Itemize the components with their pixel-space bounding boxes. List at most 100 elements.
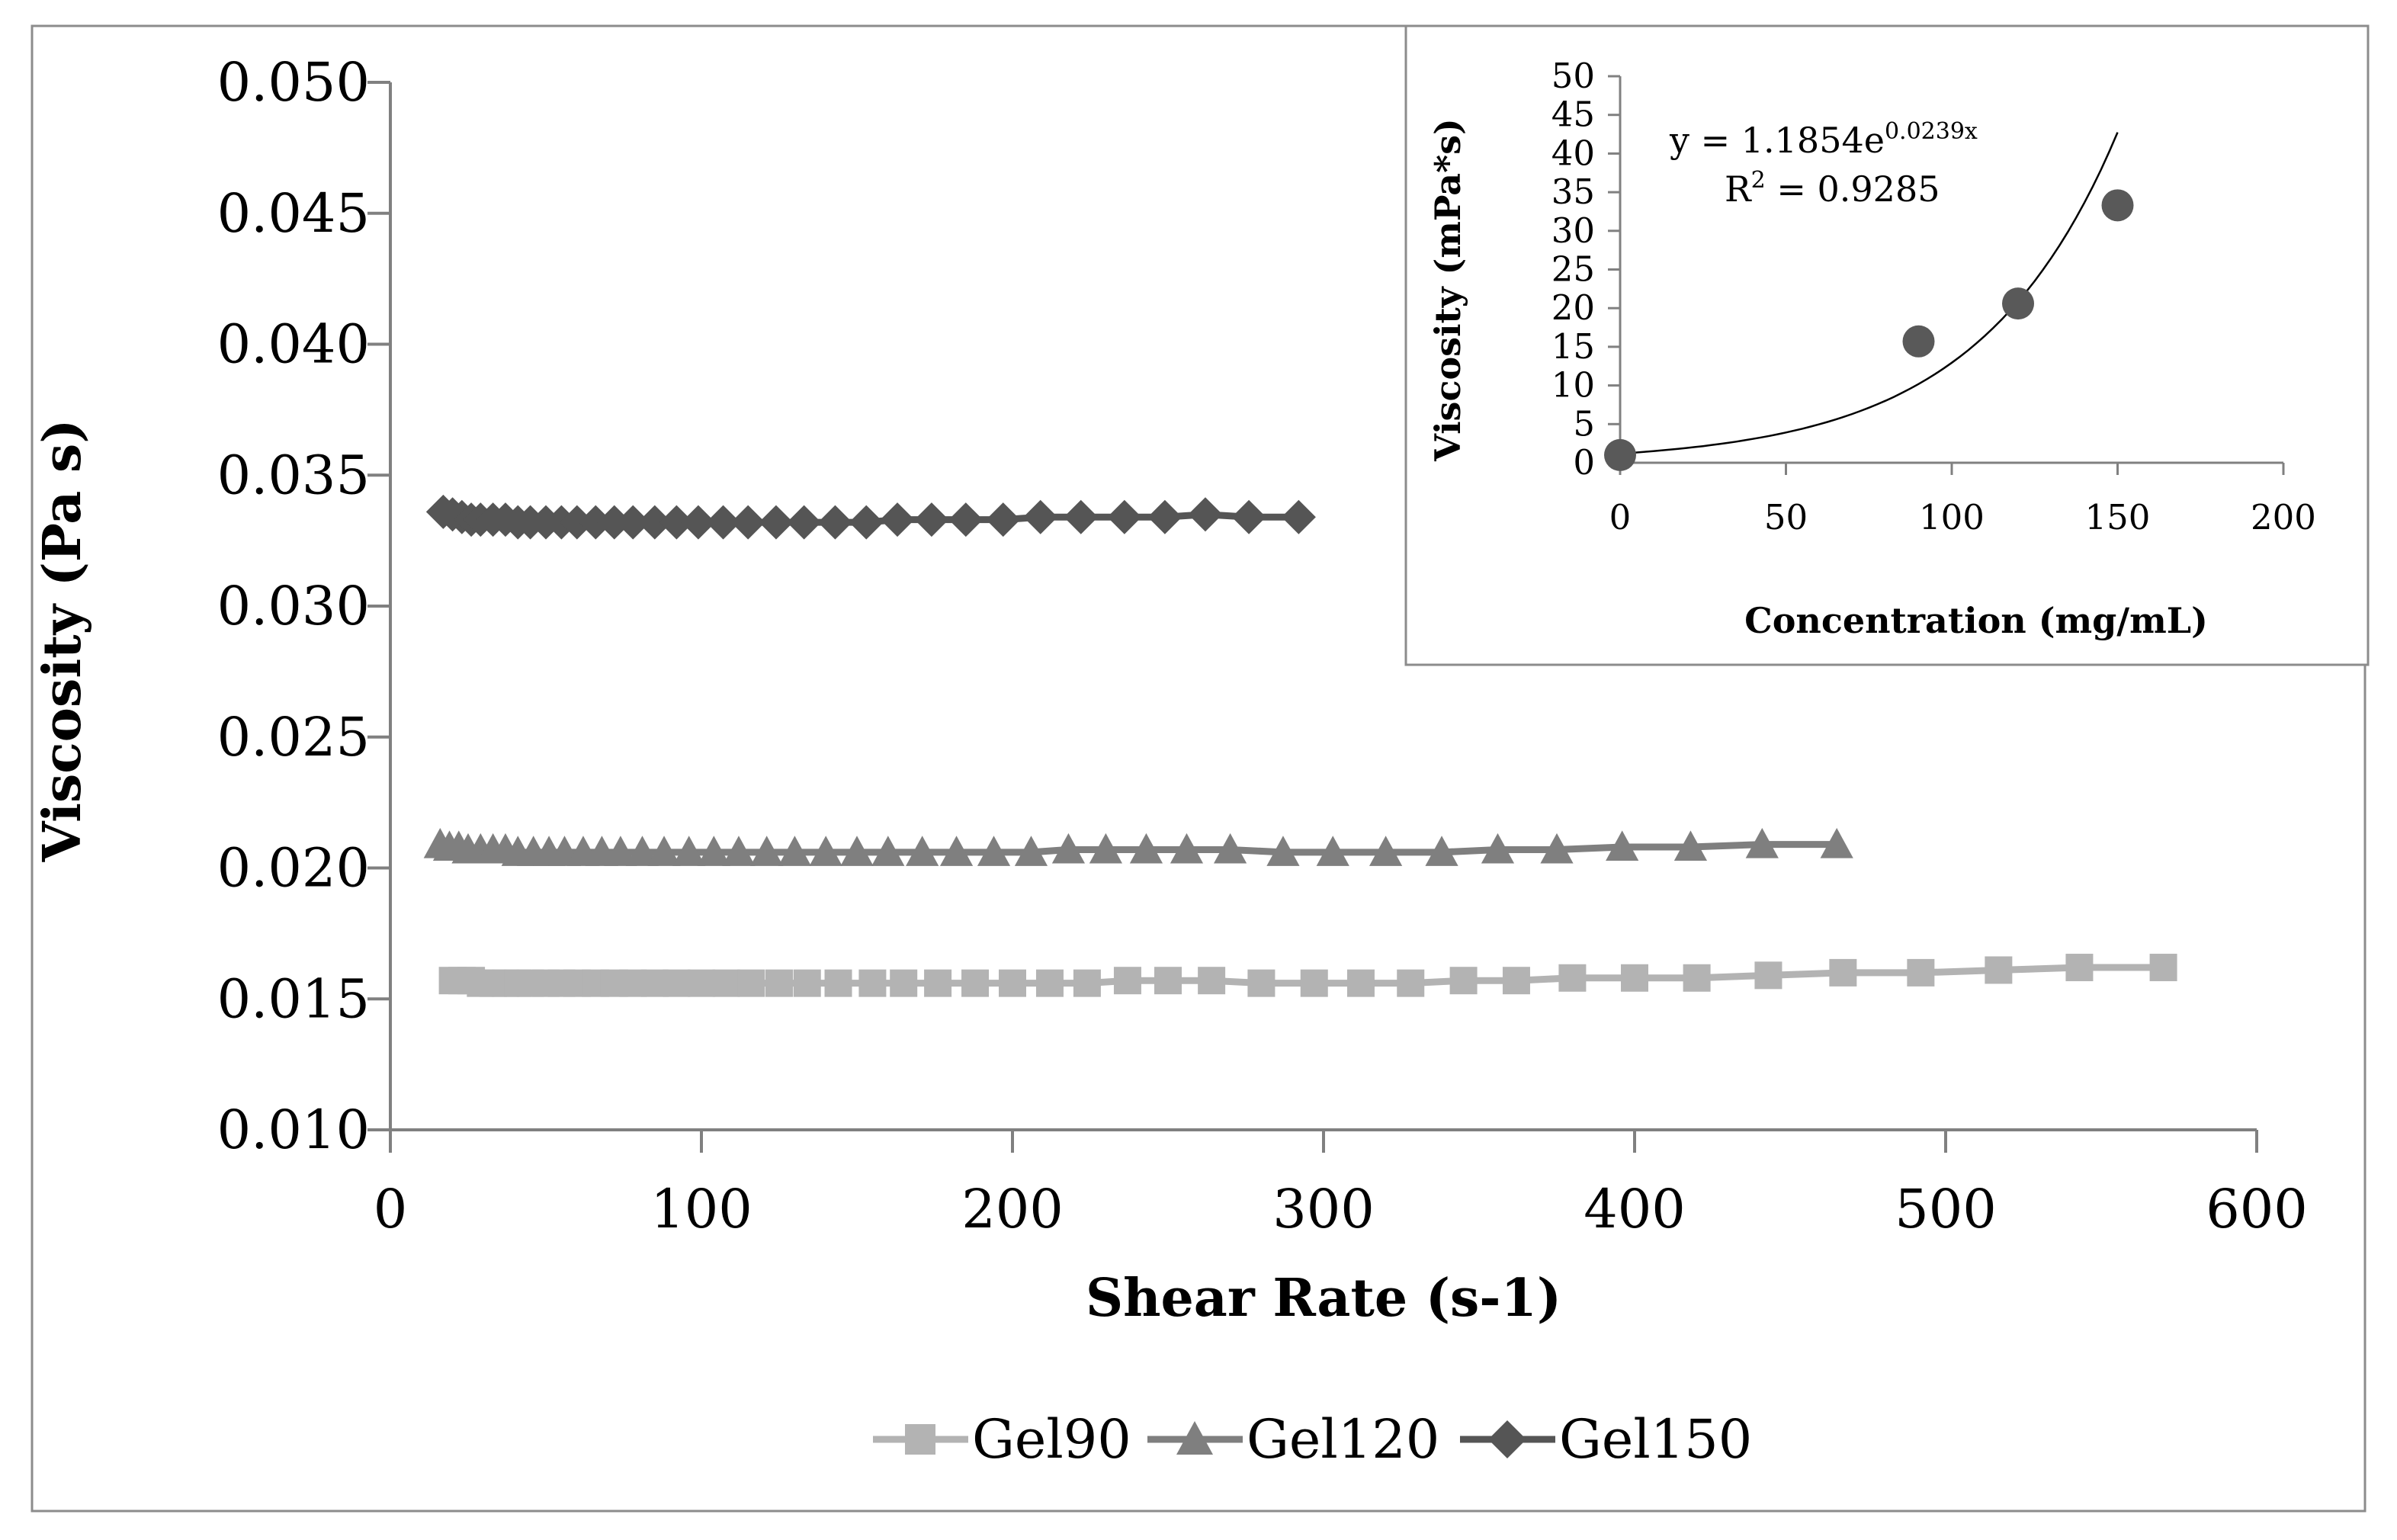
data-point — [1425, 836, 1458, 866]
inset-y-tick-label: 35 — [1551, 172, 1595, 212]
legend-marker — [1488, 1420, 1526, 1458]
inset-y-tick-label: 45 — [1551, 95, 1595, 135]
data-point — [1129, 833, 1163, 864]
data-point — [914, 502, 949, 537]
data-point — [1621, 964, 1648, 992]
inset-y-tick-label: 0 — [1573, 442, 1595, 483]
data-point — [1754, 961, 1783, 990]
inset-x-tick-label: 50 — [1764, 497, 1808, 537]
inset-y-tick-label: 30 — [1551, 210, 1595, 251]
inset-x-axis-label: Concentration (mg/mL) — [1744, 600, 2208, 641]
data-point — [1481, 833, 1515, 864]
data-point — [906, 836, 939, 866]
data-point — [759, 505, 794, 540]
legend-label: Gel150 — [1559, 1408, 1752, 1471]
data-point — [1107, 499, 1142, 534]
main-y-tick-label: 0.045 — [217, 182, 370, 245]
main-x-tick-label: 500 — [1895, 1178, 1997, 1240]
data-point — [1745, 827, 1779, 858]
data-point — [1316, 836, 1349, 866]
main-y-tick-label: 0.040 — [217, 313, 370, 376]
data-point — [1147, 499, 1182, 534]
legend-item-gel120: Gel120 — [1147, 1408, 1439, 1471]
data-point — [765, 969, 793, 997]
data-point — [578, 505, 613, 540]
main-y-axis-label: Viscosity (Pa s) — [32, 419, 93, 863]
main-x-tick-label: 300 — [1272, 1178, 1375, 1240]
main-y-tick-label: 0.015 — [217, 967, 370, 1030]
data-point — [1300, 969, 1328, 997]
data-point — [1154, 967, 1182, 995]
data-point — [1089, 833, 1122, 864]
data-point — [1266, 836, 1300, 866]
series-gel90 — [438, 954, 2177, 997]
data-point — [625, 836, 659, 866]
data-point — [560, 505, 595, 540]
data-point — [730, 505, 765, 540]
inset-equation: y = 1.1854e0.0239x — [1669, 118, 1978, 161]
data-point — [890, 969, 918, 997]
data-point — [840, 836, 874, 866]
data-point — [871, 836, 905, 866]
legend-item-gel150: Gel150 — [1460, 1408, 1752, 1471]
data-point — [787, 505, 822, 540]
data-point — [1606, 830, 1639, 861]
data-point — [977, 836, 1011, 866]
data-point — [706, 505, 741, 540]
inset-x-tick-label: 100 — [1919, 497, 1985, 537]
inset-y-tick-label: 10 — [1551, 365, 1595, 406]
data-point — [1023, 499, 1058, 534]
legend-marker — [1176, 1421, 1213, 1455]
data-point — [597, 505, 632, 540]
inset-trendline — [1619, 132, 2119, 455]
legend-label: Gel120 — [1247, 1408, 1439, 1471]
main-y-tick-label: 0.030 — [217, 575, 370, 637]
inset-x-tick-label: 0 — [1609, 497, 1632, 537]
inset-data-point — [2002, 287, 2034, 320]
data-point — [1247, 969, 1276, 997]
data-point — [778, 836, 811, 866]
legend-label: Gel90 — [972, 1408, 1131, 1471]
inset-y-axis-label: Viscosity (mPa*s) — [1427, 118, 1468, 462]
data-point — [939, 836, 974, 866]
main-y-tick-label: 0.035 — [217, 444, 370, 506]
data-point — [1397, 969, 1425, 997]
data-point — [604, 836, 637, 866]
legend-item-gel90: Gel90 — [873, 1408, 1131, 1471]
data-point — [1281, 499, 1316, 534]
data-point — [688, 969, 715, 997]
data-point — [722, 836, 756, 866]
inset-data-point — [1902, 325, 1935, 358]
main-chart: 0.010 0.015 0.020 0.025 0.030 0.035 0.040 0.045… — [32, 51, 2308, 1471]
data-point — [2149, 954, 2177, 982]
data-point — [924, 969, 952, 997]
data-point — [1907, 958, 1935, 987]
data-point — [948, 502, 984, 537]
data-point — [659, 505, 694, 540]
inset-y-tick-label: 15 — [1551, 326, 1595, 367]
data-point — [637, 505, 672, 540]
data-point — [737, 969, 765, 997]
main-y-tick-label: 0.020 — [217, 837, 370, 900]
inset-y-tick-label: 25 — [1551, 249, 1595, 290]
data-point — [1214, 833, 1247, 864]
inset-y-tick-label: 40 — [1551, 133, 1595, 173]
inset-data-point — [2101, 189, 2134, 222]
main-y-tick-label: 0.050 — [217, 51, 370, 114]
legend-marker — [905, 1424, 935, 1455]
data-point — [681, 505, 716, 540]
data-point — [1829, 958, 1857, 987]
data-point — [817, 505, 852, 540]
data-point — [986, 502, 1021, 537]
data-point — [672, 836, 706, 866]
inset-y-tick-label: 20 — [1551, 287, 1595, 328]
data-point — [1540, 833, 1574, 864]
data-point — [647, 836, 681, 866]
main-x-tick-label: 0 — [374, 1178, 408, 1240]
data-point — [809, 836, 842, 866]
data-point — [1820, 827, 1853, 858]
main-y-tick-label: 0.010 — [217, 1099, 370, 1161]
inset-frame — [1404, 24, 2370, 666]
data-point — [961, 969, 990, 997]
